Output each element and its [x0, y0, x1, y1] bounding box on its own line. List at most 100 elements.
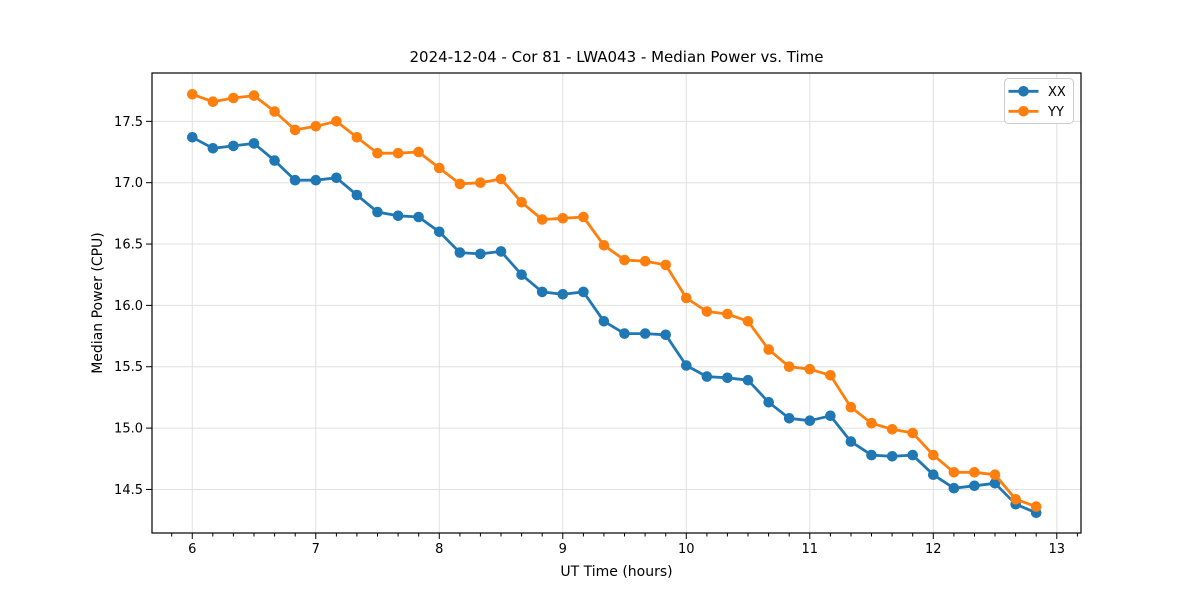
x-tick-label: 12 [925, 542, 942, 557]
series-YY-marker [454, 178, 466, 190]
series-YY-marker [475, 177, 486, 188]
series-YY-marker [660, 259, 671, 271]
x-tick-label: 6 [188, 542, 196, 557]
series-YY-marker [866, 417, 877, 429]
series-XX-marker [989, 478, 1001, 489]
series-YY-marker [289, 124, 301, 136]
series-YY-marker [804, 363, 816, 375]
legend-marker-sample [1018, 106, 1029, 117]
series-XX-marker [804, 415, 816, 427]
series-YY-marker [969, 467, 980, 478]
plot-background [152, 73, 1081, 533]
series-XX-marker [392, 210, 404, 222]
series-YY-marker [722, 308, 733, 320]
series-XX-marker [187, 132, 198, 143]
series-YY-marker [701, 306, 713, 317]
series-XX-marker [269, 155, 280, 166]
series-XX-marker [434, 226, 445, 238]
series-YY-marker [372, 147, 383, 159]
series-XX-marker [948, 482, 960, 494]
series-YY-marker [331, 116, 342, 127]
series-XX-marker [228, 140, 239, 152]
y-axis-label: Median Power (CPU) [90, 232, 106, 374]
series-YY-marker [557, 213, 569, 224]
series-XX-marker [516, 269, 527, 281]
series-YY-marker [1030, 501, 1042, 512]
series-YY-marker [413, 146, 424, 158]
legend: XX YY [1004, 78, 1074, 124]
x-tick-label: 13 [1049, 542, 1066, 557]
series-YY-marker [516, 197, 527, 208]
x-tick-label: 8 [435, 542, 443, 557]
series-YY-marker [948, 467, 960, 478]
series-YY-marker [248, 90, 260, 101]
series-YY-marker [763, 344, 774, 355]
series-XX-marker [742, 374, 754, 386]
series-XX-marker [536, 286, 548, 298]
series-YY-marker [578, 211, 589, 223]
legend-item-XX: XX [1008, 85, 1066, 100]
series-XX-marker [722, 372, 733, 384]
y-tick-label: 17.0 [114, 176, 143, 191]
series-YY-marker [187, 89, 198, 100]
y-tick-label: 16.5 [114, 238, 143, 253]
x-tick-label: 10 [678, 542, 695, 557]
series-YY-marker [742, 316, 754, 327]
series-XX-marker [907, 449, 918, 461]
series-XX-marker [825, 410, 836, 422]
x-tick-label: 9 [559, 542, 567, 557]
series-XX-marker [351, 189, 363, 201]
series-YY-marker [495, 173, 507, 185]
series-XX-marker [557, 289, 569, 300]
chart-title: 2024-12-04 - Cor 81 - LWA043 - Median Po… [409, 48, 824, 66]
series-XX-marker [928, 469, 939, 481]
series-XX-marker [681, 360, 692, 371]
series-XX-marker [454, 247, 466, 258]
series-YY-marker [269, 106, 280, 117]
y-tick-labels: 14.5 15.0 15.5 16.0 16.5 17.0 17.5 [114, 115, 143, 498]
tick-marks [146, 120, 1078, 539]
axes-spines [151, 72, 1082, 534]
series-YY-marker [351, 132, 363, 143]
y-tick-label: 17.5 [114, 115, 143, 130]
series-XX-marker [331, 172, 342, 184]
series-XX-marker [289, 174, 301, 186]
series-XX-marker [310, 174, 322, 186]
series-XX-marker [969, 480, 980, 492]
series-YY-marker [598, 240, 610, 251]
series-YY-marker [886, 424, 898, 435]
x-tick-label: 11 [802, 542, 819, 557]
series-XX-marker [845, 436, 857, 447]
series-XX-marker [886, 451, 898, 462]
series-XX-marker [207, 143, 219, 154]
series-YY-marker [783, 361, 795, 373]
series-YY-marker [845, 401, 857, 413]
grid-lines [152, 73, 1081, 533]
series-YY-marker [989, 469, 1001, 481]
y-tick-label: 16.0 [114, 299, 143, 314]
series-YY-marker [228, 92, 239, 104]
series-YY-marker [639, 255, 651, 267]
series-XX-marker [866, 449, 877, 461]
series-YY-marker [434, 162, 445, 174]
series-YY-marker [907, 427, 918, 439]
legend-label: XX [1048, 85, 1066, 100]
series-XX-marker [619, 328, 630, 339]
series-XX-marker [763, 397, 774, 408]
series-YY-marker [1010, 494, 1021, 505]
series-YY-marker [928, 449, 939, 461]
legend-label: YY [1047, 105, 1064, 120]
series-XX-marker [639, 328, 651, 339]
series-XX-marker [578, 286, 589, 298]
y-tick-label: 14.5 [114, 483, 143, 498]
series-YY-marker [207, 96, 219, 107]
x-tick-label: 7 [312, 542, 320, 557]
legend-item-YY: YY [1008, 105, 1064, 120]
series-YY-marker [681, 292, 692, 304]
series-YY [187, 89, 1042, 512]
series-XX-marker [372, 206, 383, 218]
series-XX-marker [598, 316, 610, 327]
y-tick-label: 15.0 [114, 422, 143, 437]
